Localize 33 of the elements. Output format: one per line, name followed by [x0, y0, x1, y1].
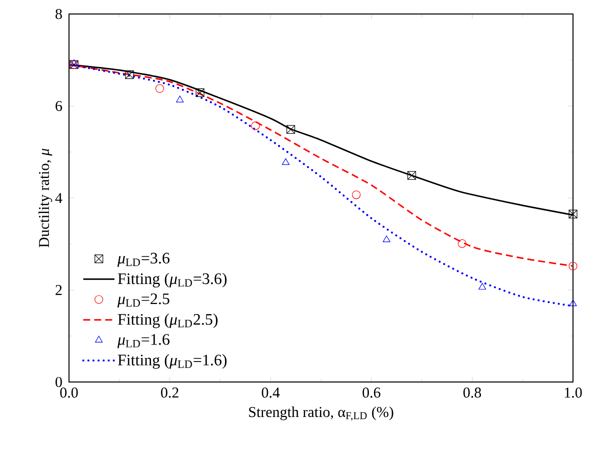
point: [352, 190, 361, 200]
legend-label: Fitting (μ$_{LD}$2.5): [118, 314, 218, 328]
legend-label: Fitting (μ$_{LD}$=1.6): [118, 354, 227, 369]
legend-label: μ$_{LD}$=2.5: [117, 293, 170, 308]
point: [70, 59, 78, 66]
line-series: [69, 64, 574, 267]
y-tick-label: 6: [56, 100, 62, 112]
point: [568, 262, 578, 270]
y-tick-label: 2: [56, 285, 62, 295]
y-tick-label: 0: [56, 376, 62, 388]
x-tick-label: 0.2: [161, 388, 178, 398]
point: [155, 84, 164, 93]
point: [478, 282, 486, 290]
x-tick-label: 0.0: [60, 388, 78, 398]
x-tick-label: 0.8: [463, 388, 482, 398]
y-axis-title: Ductility ratio, μ: [38, 148, 52, 248]
legend-label: μ$_{LD}$=3.6: [117, 252, 170, 267]
point: [176, 96, 184, 102]
x-tick-label: 0.6: [362, 388, 380, 398]
legend-label: Fitting (μ$_{LD}$=3.6): [118, 272, 227, 288]
y-tick-label: 8: [56, 8, 62, 20]
x-tick-label: 1.0: [564, 388, 582, 398]
point: [282, 158, 290, 165]
point: [382, 236, 390, 242]
point: [125, 70, 134, 80]
point: [458, 239, 466, 248]
y-tick-label: 4: [55, 193, 62, 203]
point: [196, 88, 204, 97]
point: [569, 300, 577, 306]
x-tick-label: 0.4: [262, 388, 280, 398]
x-axis-title: Strength ratio, α$_{F,LD}$ (%): [249, 406, 394, 421]
legend-label: μ$_{LD}$=1.6: [117, 334, 170, 348]
point: [251, 121, 260, 130]
